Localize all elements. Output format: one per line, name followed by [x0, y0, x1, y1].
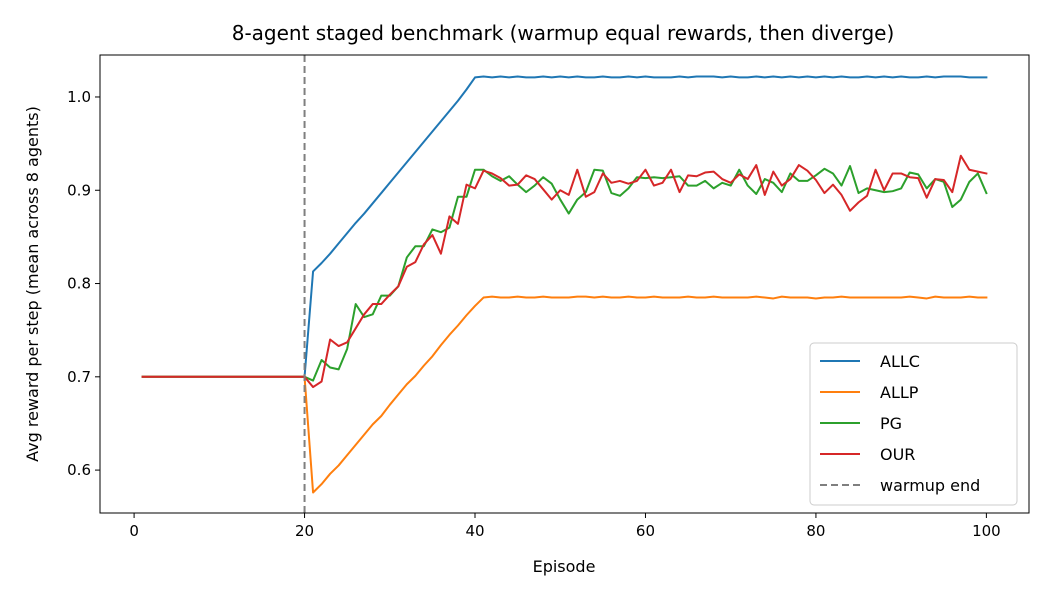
x-tick-label: 0 — [129, 522, 139, 540]
y-tick-label: 0.7 — [67, 368, 91, 386]
series-line-allc — [141, 75, 988, 378]
legend: ALLC ALLP PG OUR warmup end — [809, 342, 1018, 506]
x-axis: 0 20 40 60 80 100 — [129, 513, 1001, 540]
legend-label: PG — [880, 414, 902, 433]
legend-label: warmup end — [880, 476, 980, 495]
x-axis-label: Episode — [533, 557, 596, 576]
y-tick-label: 1.0 — [67, 88, 91, 106]
x-tick-label: 40 — [465, 522, 484, 540]
x-tick-label: 80 — [806, 522, 825, 540]
y-tick-label: 0.8 — [67, 275, 91, 293]
plot-lines — [141, 55, 988, 513]
legend-label: ALLP — [880, 383, 919, 402]
y-axis-label: Avg reward per step (mean across 8 agent… — [23, 106, 42, 462]
legend-label: OUR — [880, 445, 915, 464]
legend-label: ALLC — [880, 352, 920, 371]
y-tick-label: 0.9 — [67, 181, 91, 199]
x-tick-label: 20 — [295, 522, 314, 540]
legend-box — [809, 342, 1018, 506]
y-tick-label: 0.6 — [67, 461, 91, 479]
y-axis: 0.6 0.7 0.8 0.9 1.0 — [67, 88, 100, 479]
series-line-our — [141, 154, 988, 389]
x-tick-label: 60 — [636, 522, 655, 540]
x-tick-label: 100 — [972, 522, 1001, 540]
chart-title: 8-agent staged benchmark (warmup equal r… — [232, 21, 895, 45]
